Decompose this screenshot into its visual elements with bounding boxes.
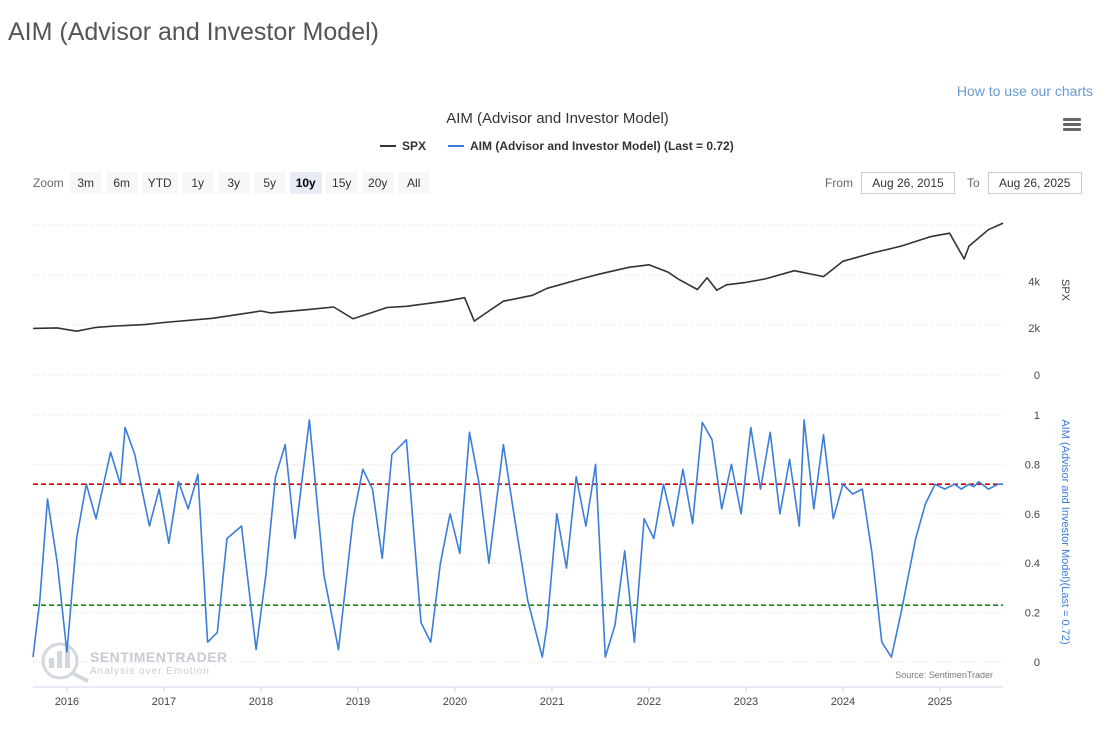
spx-tick-label: 0 xyxy=(1034,370,1040,382)
source-note: Source: SentimenTrader xyxy=(895,670,993,680)
zoom-button-10y[interactable]: 10y xyxy=(289,172,322,194)
to-label: To xyxy=(967,176,980,190)
aim-series-line xyxy=(32,419,1003,658)
from-date-input[interactable]: Aug 26, 2015 xyxy=(861,172,955,194)
zoom-button-5y[interactable]: 5y xyxy=(253,172,286,194)
x-tick-label: 2023 xyxy=(734,696,758,708)
zoom-toolbar: Zoom 3m 6m YTD 1y 3y 5y 10y 15y 20y All xyxy=(33,172,430,194)
zoom-button-15y[interactable]: 15y xyxy=(325,172,358,194)
zoom-button-all[interactable]: All xyxy=(397,172,430,194)
x-tick-label: 2016 xyxy=(55,696,79,708)
aim-tick-label: 0.2 xyxy=(1025,608,1040,620)
aim-axis-title: AIM (Advisor and Investor Model)(Last = … xyxy=(1059,419,1071,644)
watermark-tagline: Analysis over Emotion xyxy=(90,666,210,677)
aim-tick-label: 0.4 xyxy=(1025,558,1040,570)
aim-tick-label: 0 xyxy=(1034,657,1040,669)
x-tick-label: 2021 xyxy=(540,696,564,708)
chart-title: AIM (Advisor and Investor Model) xyxy=(446,110,669,127)
legend-item-aim[interactable]: AIM (Advisor and Investor Model) (Last =… xyxy=(448,139,734,153)
zoom-button-6m[interactable]: 6m xyxy=(105,172,138,194)
aim-tick-label: 0.6 xyxy=(1025,509,1040,521)
legend-label-spx: SPX xyxy=(402,139,427,153)
spx-tick-label: 2k xyxy=(1028,323,1040,335)
spx-axis-title: SPX xyxy=(1059,279,1071,302)
zoom-button-20y[interactable]: 20y xyxy=(361,172,394,194)
hamburger-menu-icon[interactable] xyxy=(1063,118,1081,132)
x-tick-label: 2017 xyxy=(152,696,176,708)
how-to-use-link[interactable]: How to use our charts xyxy=(956,83,1093,99)
watermark-logo-bar xyxy=(57,651,62,668)
from-label: From xyxy=(825,176,853,190)
spx-series-line xyxy=(32,222,1004,333)
x-tick-label: 2024 xyxy=(831,696,855,708)
legend-swatch-aim xyxy=(448,145,465,147)
legend-item-spx[interactable]: SPX xyxy=(380,139,426,153)
zoom-button-1y[interactable]: 1y xyxy=(181,172,214,194)
watermark-logo-handle xyxy=(71,671,89,683)
zoom-button-ytd[interactable]: YTD xyxy=(141,172,178,194)
legend-label-aim: AIM (Advisor and Investor Model) (Last =… xyxy=(470,139,734,153)
x-tick-label: 2022 xyxy=(637,696,661,708)
x-tick-label: 2019 xyxy=(346,696,370,708)
x-tick-label: 2020 xyxy=(443,696,467,708)
x-tick-label: 2018 xyxy=(249,696,273,708)
watermark-name: SENTIMENTRADER xyxy=(90,649,228,665)
chart-legend: SPX AIM (Advisor and Investor Model) (La… xyxy=(380,139,734,153)
aim-tick-label: 0.8 xyxy=(1025,459,1040,471)
watermark-logo-bar xyxy=(65,646,70,668)
watermark-logo-icon xyxy=(41,642,79,680)
watermark-logo-bar xyxy=(49,658,54,668)
spx-tick-label: 4k xyxy=(1028,276,1040,288)
page-title: AIM (Advisor and Investor Model) xyxy=(8,18,379,46)
aim-tick-label: 1 xyxy=(1034,410,1040,422)
to-date-input[interactable]: Aug 26, 2025 xyxy=(987,172,1082,194)
zoom-button-3y[interactable]: 3y xyxy=(217,172,250,194)
range-selector: From Aug 26, 2015 To Aug 26, 2025 xyxy=(825,172,1082,194)
zoom-button-3m[interactable]: 3m xyxy=(69,172,102,194)
legend-swatch-spx xyxy=(380,145,396,147)
x-tick-label: 2025 xyxy=(928,696,952,708)
zoom-label: Zoom xyxy=(33,176,64,190)
